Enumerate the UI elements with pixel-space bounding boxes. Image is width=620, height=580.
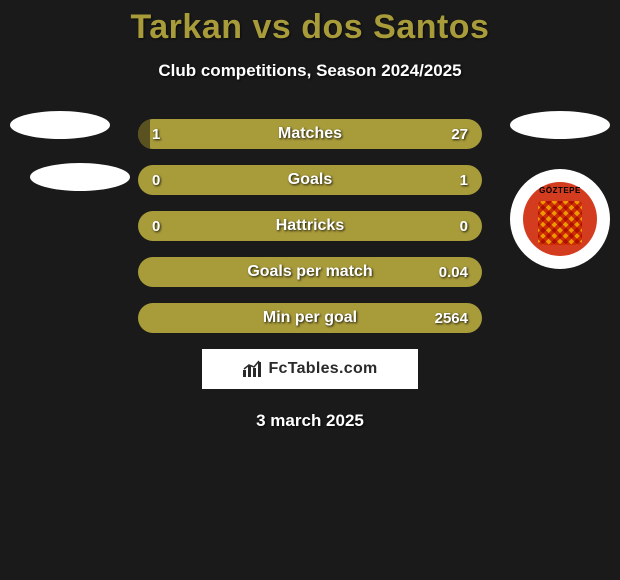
date-label: 3 march 2025 bbox=[0, 411, 620, 431]
right-player-logos: GÖZTEPE bbox=[510, 111, 610, 269]
badge-pattern-icon bbox=[538, 201, 582, 245]
stat-label: Min per goal bbox=[138, 303, 482, 333]
right-club-logo-1 bbox=[510, 111, 610, 139]
stat-value-right: 0 bbox=[460, 211, 468, 241]
stat-label: Hattricks bbox=[138, 211, 482, 241]
comparison-panel: GÖZTEPE 1Matches270Goals10Hattricks0Goal… bbox=[0, 119, 620, 431]
stat-label: Goals per match bbox=[138, 257, 482, 287]
right-club-badge: GÖZTEPE bbox=[510, 169, 610, 269]
bars-icon bbox=[242, 360, 264, 378]
badge-text: GÖZTEPE bbox=[539, 186, 581, 195]
left-player-logos bbox=[10, 111, 130, 215]
stat-value-right: 2564 bbox=[435, 303, 468, 333]
stat-bar: 0Goals1 bbox=[138, 165, 482, 195]
stat-label: Matches bbox=[138, 119, 482, 149]
goztepe-badge-icon: GÖZTEPE bbox=[523, 182, 597, 256]
page-title: Tarkan vs dos Santos bbox=[0, 0, 620, 47]
stat-bar: Min per goal2564 bbox=[138, 303, 482, 333]
stat-bar: 1Matches27 bbox=[138, 119, 482, 149]
stat-bar: 0Hattricks0 bbox=[138, 211, 482, 241]
stat-bars: 1Matches270Goals10Hattricks0Goals per ma… bbox=[138, 119, 482, 333]
left-club-logo-1 bbox=[10, 111, 110, 139]
watermark-text: FcTables.com bbox=[268, 360, 377, 378]
stat-value-right: 1 bbox=[460, 165, 468, 195]
stat-value-right: 0.04 bbox=[439, 257, 468, 287]
left-club-logo-2 bbox=[30, 163, 130, 191]
watermark: FcTables.com bbox=[202, 349, 418, 389]
subtitle: Club competitions, Season 2024/2025 bbox=[0, 61, 620, 81]
stat-label: Goals bbox=[138, 165, 482, 195]
stat-bar: Goals per match0.04 bbox=[138, 257, 482, 287]
stat-value-right: 27 bbox=[451, 119, 468, 149]
